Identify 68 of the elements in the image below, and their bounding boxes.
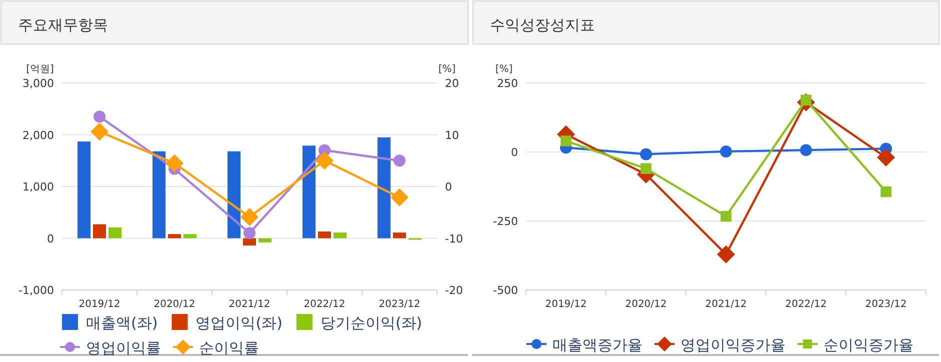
bar	[228, 151, 240, 238]
x-tick-label: 2019/12	[78, 299, 120, 310]
bar	[93, 224, 106, 238]
x-tick-label: 2023/12	[378, 299, 420, 310]
x-tick-label: 2021/12	[228, 299, 270, 310]
y-axis-title: [억원]	[26, 64, 54, 75]
point	[240, 208, 258, 226]
legend-label: 영업이익(좌)	[196, 314, 282, 332]
x-tick-label: 2019/12	[545, 299, 587, 310]
y-tick-label: 0	[511, 146, 518, 159]
x-tick-label: 2021/12	[705, 299, 747, 310]
point	[640, 148, 652, 160]
y-tick-label: -500	[493, 284, 518, 297]
y2-axis-title: [%]	[438, 64, 456, 75]
bar	[78, 141, 90, 238]
bar	[302, 146, 316, 238]
y-tick-label: -250	[493, 215, 518, 228]
legend-label: 영업이익증가율	[680, 336, 786, 354]
point	[880, 186, 892, 198]
y-axis-title: [%]	[495, 64, 513, 75]
bar	[243, 238, 256, 246]
y-tick-label: 2,000	[22, 128, 54, 142]
y2-tick-label: 0	[445, 180, 452, 194]
y2-tick-label: -20	[445, 284, 463, 297]
point	[390, 188, 408, 206]
bar	[334, 232, 346, 238]
point	[560, 136, 572, 146]
point	[717, 245, 735, 264]
point	[90, 122, 108, 141]
x-tick-label: 2020/12	[154, 299, 196, 310]
point	[94, 110, 106, 123]
point	[316, 152, 334, 170]
y2-tick-label: -10	[445, 232, 463, 246]
x-tick-label: 2023/12	[865, 299, 907, 310]
y-tick-label: 1,000	[22, 180, 54, 194]
legend-label: 당기순이익(좌)	[320, 314, 422, 332]
x-tick-label: 2020/12	[625, 299, 667, 310]
bar	[318, 232, 331, 238]
point	[877, 148, 895, 167]
point	[394, 154, 406, 167]
chart-title: 수익성장성지표	[490, 16, 595, 34]
bar	[393, 232, 406, 238]
bar	[108, 227, 122, 238]
legend-label: 영업이익률	[86, 339, 161, 357]
point	[720, 145, 732, 158]
y-tick-label: 0	[47, 232, 54, 246]
bar	[378, 137, 390, 238]
y2-tick-label: 20	[445, 77, 459, 90]
y-tick-label: 250	[497, 77, 518, 90]
point	[640, 163, 652, 174]
y2-tick-label: 10	[445, 128, 459, 142]
point	[166, 154, 184, 172]
point	[244, 227, 256, 240]
bar	[258, 238, 272, 242]
y-tick-label: -1,000	[18, 284, 54, 297]
point	[720, 210, 732, 222]
legend-label: 매출액증가율	[552, 336, 642, 354]
point	[800, 144, 812, 156]
legend-label: 매출액(좌)	[86, 314, 158, 332]
bar	[152, 151, 166, 238]
y-tick-label: 3,000	[22, 77, 54, 90]
bar	[168, 234, 181, 238]
bar	[184, 234, 196, 238]
legend-label: 순이익률	[199, 339, 259, 357]
x-tick-label: 2022/12	[304, 299, 346, 310]
x-tick-label: 2022/12	[785, 299, 827, 310]
legend-label: 순이익증가율	[824, 336, 914, 354]
chart-title: 주요재무항목	[18, 16, 108, 34]
